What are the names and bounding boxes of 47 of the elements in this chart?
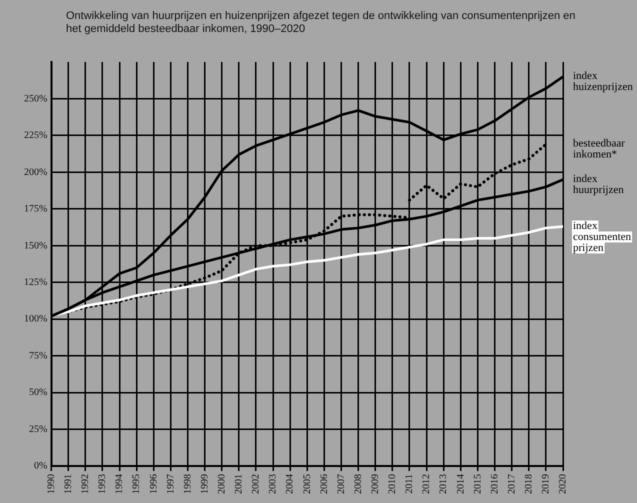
series-label: index consumenten prijzen: [573, 220, 632, 254]
x-tick-label: 1993: [97, 474, 108, 494]
x-tick-label: 2020: [558, 474, 569, 494]
y-tick-label: 250%: [24, 93, 48, 104]
x-tick-label: 2012: [421, 474, 432, 494]
y-tick-label: 25%: [28, 424, 48, 435]
x-tick-label: 2001: [234, 474, 245, 494]
x-tick-label: 2019: [540, 474, 552, 494]
x-tick-label: 1998: [182, 474, 194, 494]
x-tick-label: 1991: [63, 474, 74, 494]
series-label: index huizenprijzen: [573, 70, 634, 94]
x-tick-label: 2000: [216, 474, 228, 494]
x-tick-label: 1997: [165, 474, 176, 494]
x-tick-label: 2017: [506, 474, 518, 494]
series-label: index huurprijzen: [573, 172, 624, 196]
x-tick-label: 2014: [455, 474, 466, 494]
x-tick-label: 1994: [114, 474, 126, 494]
x-tick-label: 2016: [489, 474, 500, 494]
y-tick-label: 225%: [24, 130, 48, 142]
x-tick-label: 1995: [131, 474, 142, 494]
x-tick-label: 1990: [46, 474, 57, 494]
y-tick-label: 175%: [24, 204, 48, 215]
x-tick-label: 2015: [472, 474, 484, 494]
y-tick-label: 75%: [28, 350, 48, 362]
x-tick-label: 2018: [524, 474, 535, 494]
x-tick-label: 2009: [370, 474, 382, 494]
x-tick-label: 2006: [318, 474, 330, 494]
x-tick-label: 2013: [438, 474, 450, 494]
x-tick-label: 1996: [148, 474, 160, 494]
x-tick-label: 1999: [199, 474, 210, 494]
x-tick-label: 2004: [284, 474, 296, 494]
x-tick-label: 1992: [80, 474, 92, 494]
y-tick-label: 125%: [24, 276, 48, 288]
y-tick-label: 200%: [24, 166, 48, 178]
x-tick-label: 2011: [404, 474, 416, 494]
x-tick-label: 2008: [352, 474, 364, 494]
text: besteedbaar inkomen*: [573, 138, 626, 161]
x-tick-label: 2003: [268, 474, 279, 494]
x-tick-label: 2010: [387, 474, 398, 494]
x-tick-label: 2007: [336, 474, 347, 494]
y-tick-label: 100%: [24, 314, 48, 325]
x-tick-label: 2005: [302, 474, 313, 494]
y-tick-label: 150%: [24, 240, 48, 252]
y-tick-label: 50%: [28, 387, 48, 398]
y-tick-label: 0%: [34, 460, 48, 472]
chart-title: Ontwikkeling van huurprijzen en huizenprijzen afgezet tegen de ontwikkeling van consumentenprijzen en het gemiddeld besteedbaar inkomen, 1990–2020: [66, 10, 576, 36]
x-tick-label: 2002: [250, 474, 262, 494]
